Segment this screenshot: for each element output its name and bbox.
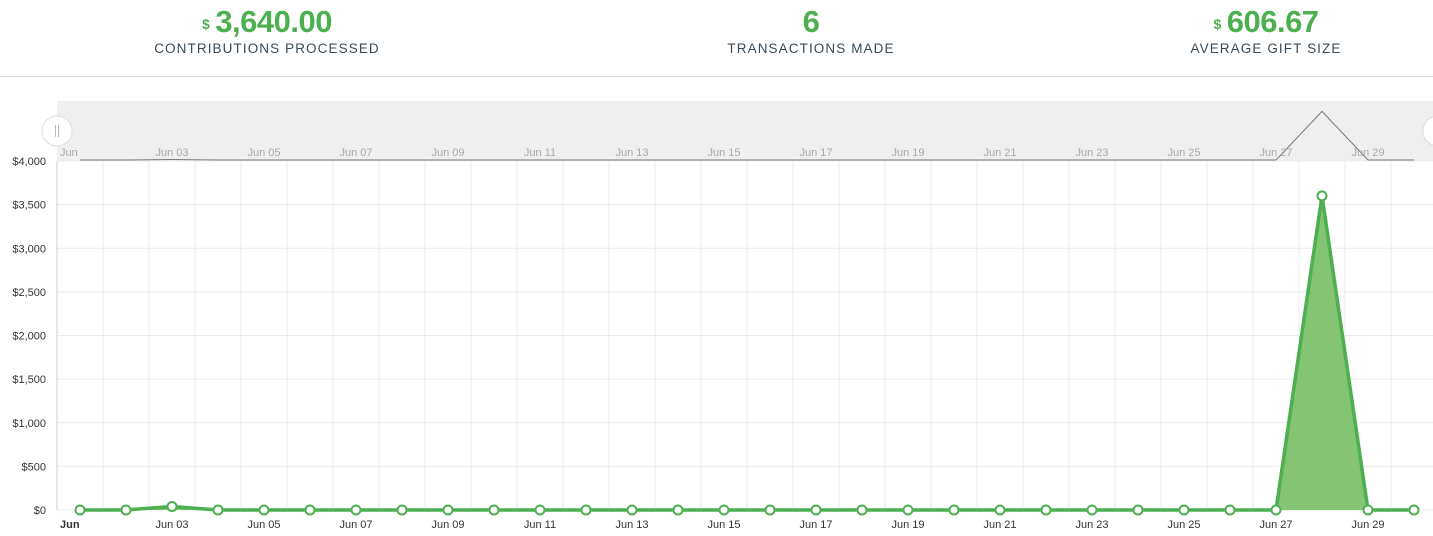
data-point[interactable] (442, 504, 454, 516)
navigator-tick-label: Jun 03 (155, 147, 188, 159)
navigator-tick-label: Jun 29 (1351, 147, 1384, 159)
data-point[interactable] (1086, 504, 1098, 516)
data-point[interactable] (304, 504, 316, 516)
navigator-tick-label: Jun 05 (247, 147, 280, 159)
y-axis: $0 $500 $1,000 $1,500 $2,000 $2,500 $3,000 $3,5… (12, 156, 46, 517)
navigator-background (57, 101, 1433, 161)
x-tick-label: Jun 13 (615, 519, 648, 531)
handle-right-knob[interactable] (1422, 116, 1433, 146)
x-tick-label: Jun 25 (1167, 519, 1200, 531)
data-point[interactable] (212, 504, 224, 516)
series-contributions (74, 190, 1420, 516)
data-point[interactable] (1132, 504, 1144, 516)
chart-grid (56, 160, 1433, 511)
currency-symbol: $ (202, 16, 210, 32)
x-tick-label: Jun 21 (983, 519, 1016, 531)
y-tick-label: $2,500 (12, 287, 46, 299)
data-point[interactable] (1040, 504, 1052, 516)
contributions-label: CONTRIBUTIONS PROCESSED (154, 41, 380, 56)
average-label: AVERAGE GIFT SIZE (1190, 41, 1342, 56)
data-point[interactable] (534, 504, 546, 516)
navigator-handle-right[interactable] (1422, 116, 1433, 146)
transactions-label: TRANSACTIONS MADE (727, 41, 895, 56)
navigator-tick-label: Jun 07 (339, 147, 372, 159)
navigator-tick-label: Jun (60, 147, 78, 159)
x-axis: Jun Jun 03 Jun 05 Jun 07 Jun 09 Jun 11 Jun 13 J… (60, 519, 1385, 531)
range-navigator[interactable]: Jun Jun 03 Jun 05 Jun 07 Jun 09 Jun 11 Jun 13 J… (41, 101, 1433, 161)
data-point[interactable] (74, 504, 86, 516)
average-amount: 606.67 (1226, 4, 1319, 39)
contributions-value: $3,640.00 (140, 4, 394, 40)
data-point[interactable] (258, 504, 270, 516)
navigator-tick-label: Jun 13 (615, 147, 648, 159)
navigator-series-line (80, 110, 1414, 161)
navigator-tick-label: Jun 19 (891, 147, 924, 159)
x-tick-label: Jun 19 (891, 519, 924, 531)
data-point[interactable] (120, 504, 132, 516)
x-tick-label: Jun 03 (155, 519, 188, 531)
navigator-handle-left[interactable] (41, 115, 73, 147)
series-line (80, 194, 1414, 512)
data-point[interactable] (856, 504, 868, 516)
y-tick-label: $3,500 (12, 200, 46, 212)
handle-left-knob[interactable] (41, 115, 73, 147)
data-point[interactable] (350, 504, 362, 516)
data-point[interactable] (580, 504, 592, 516)
data-point[interactable] (1316, 190, 1328, 202)
x-tick-label: Jun 23 (1075, 519, 1108, 531)
stat-transactions: 6 TRANSACTIONS MADE (700, 4, 922, 58)
x-tick-label: Jun 07 (339, 519, 372, 531)
y-tick-label: $4,000 (12, 156, 46, 168)
contributions-amount: 3,640.00 (215, 4, 332, 39)
y-tick-label: $3,000 (12, 243, 46, 255)
y-tick-label: $0 (34, 505, 46, 517)
data-point[interactable] (166, 501, 178, 513)
transactions-value: 6 (802, 4, 820, 39)
data-point[interactable] (672, 504, 684, 516)
y-tick-label: $2,000 (12, 331, 46, 343)
data-point[interactable] (1362, 504, 1374, 516)
stats-bar: $3,640.00 CONTRIBUTIONS PROCESSED 6 TRAN… (0, 0, 1433, 77)
data-point[interactable] (1224, 504, 1236, 516)
x-tick-label: Jun 09 (431, 519, 464, 531)
stat-contributions: $3,640.00 CONTRIBUTIONS PROCESSED (140, 4, 394, 58)
data-point[interactable] (902, 504, 914, 516)
navigator-tick-label: Jun 09 (431, 147, 464, 159)
x-tick-label: Jun 17 (799, 519, 832, 531)
y-tick-label: $1,000 (12, 418, 46, 430)
x-tick-label: Jun 27 (1259, 519, 1292, 531)
navigator-tick-label: Jun 11 (524, 147, 556, 159)
currency-symbol: $ (1213, 16, 1221, 32)
data-point[interactable] (718, 504, 730, 516)
y-tick-label: $500 (22, 461, 46, 473)
data-point[interactable] (810, 504, 822, 516)
navigator-tick-label: Jun 17 (799, 147, 832, 159)
x-tick-label: Jun 15 (707, 519, 740, 531)
y-tick-label: $1,500 (12, 374, 46, 386)
data-point[interactable] (994, 504, 1006, 516)
data-point[interactable] (1178, 504, 1190, 516)
x-tick-label: Jun 29 (1351, 519, 1384, 531)
data-point[interactable] (948, 504, 960, 516)
navigator-tick-label: Jun 25 (1167, 147, 1200, 159)
data-point[interactable] (764, 504, 776, 516)
x-tick-label: Jun (60, 519, 80, 531)
data-point[interactable] (1408, 504, 1420, 516)
navigator-tick-label: Jun 15 (707, 147, 740, 159)
data-point[interactable] (1270, 504, 1282, 516)
data-point[interactable] (488, 504, 500, 516)
data-point[interactable] (396, 504, 408, 516)
navigator-tick-label: Jun 23 (1075, 147, 1108, 159)
data-point[interactable] (626, 504, 638, 516)
navigator-tick-label: Jun 27 (1259, 147, 1292, 159)
x-tick-label: Jun 05 (247, 519, 280, 531)
navigator-tick-label: Jun 21 (983, 147, 1016, 159)
stat-average-gift: $606.67 AVERAGE GIFT SIZE (1176, 4, 1356, 58)
x-tick-label: Jun 11 (524, 519, 556, 531)
average-value: $606.67 (1176, 4, 1356, 40)
